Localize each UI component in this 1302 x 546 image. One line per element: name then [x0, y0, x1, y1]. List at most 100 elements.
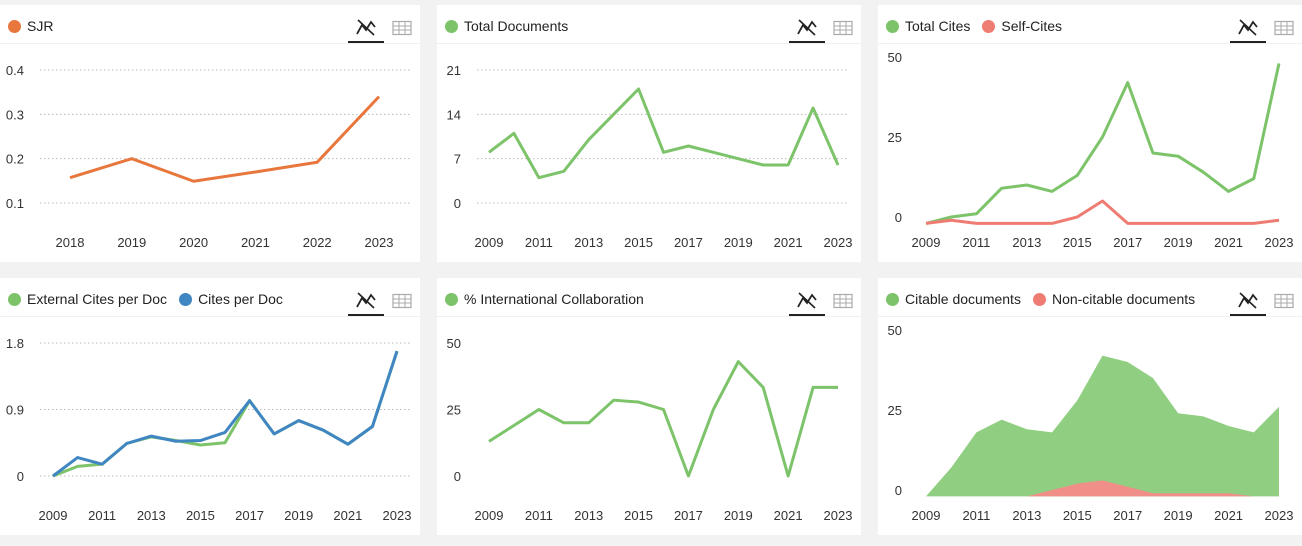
- legend-item[interactable]: Total Documents: [445, 18, 568, 34]
- y-tick-label: 7: [454, 152, 461, 167]
- legend-item[interactable]: Citable documents: [886, 291, 1021, 307]
- chart-plot: 0 25 50 2009 2011 2013 2015 2017 2019 2021 2023: [888, 50, 1294, 250]
- chart-view-button[interactable]: [348, 13, 384, 43]
- chart-panel-total-documents: Total Documents 0 7 14 21 2009 2011 2013 2015 201…: [437, 5, 861, 262]
- x-tick-label: 2021: [774, 235, 803, 250]
- line-series[interactable]: [488, 360, 838, 478]
- x-tick-label: 2021: [241, 235, 270, 250]
- x-tick-label: 2021: [1214, 508, 1243, 523]
- chart-plot: 0 7 14 21 2009 2011 2013 2015 2017 2019 2021 2023: [447, 63, 853, 250]
- chart-view-button[interactable]: [789, 13, 825, 43]
- x-tick-label: 2009: [912, 508, 941, 523]
- legend-item[interactable]: Cites per Doc: [179, 291, 283, 307]
- legend-dot: [445, 292, 458, 306]
- legend-label: Non-citable documents: [1051, 291, 1196, 307]
- x-tick-label: 2017: [1113, 508, 1142, 523]
- table-view-button[interactable]: [1270, 286, 1298, 316]
- y-tick-label: 0: [895, 210, 902, 225]
- x-tick-label: 2018: [56, 235, 85, 250]
- legend-dot: [886, 19, 899, 33]
- x-tick-label: 2009: [39, 508, 68, 523]
- y-tick-label: 14: [447, 107, 461, 122]
- table-grid-icon: [833, 20, 853, 36]
- chart-legend: Citable documents Non-citable documents: [886, 291, 1207, 307]
- legend-label: Citable documents: [905, 291, 1021, 307]
- chart-legend: Total Documents: [445, 18, 580, 34]
- table-grid-icon: [1274, 293, 1294, 309]
- panel-header: % International Collaboration: [437, 278, 861, 317]
- legend-item[interactable]: Non-citable documents: [1032, 291, 1196, 307]
- y-tick-label: 0.3: [6, 107, 24, 122]
- panel-header: Total Documents: [437, 5, 861, 44]
- table-grid-icon: [1274, 20, 1294, 36]
- x-tick-label: 2023: [824, 508, 853, 523]
- x-tick-label: 2023: [365, 235, 394, 250]
- legend-label: External Cites per Doc: [27, 291, 168, 307]
- area-series[interactable]: [926, 480, 1279, 497]
- chart-panel-sjr: SJR 0.1 0.2 0.3 0.4 2018 2019 2020 2021 2022 2023: [0, 5, 420, 262]
- x-tick-label: 2023: [824, 235, 853, 250]
- x-tick-label: 2013: [1012, 235, 1041, 250]
- panel-header: Citable documents Non-citable documents: [878, 278, 1302, 317]
- x-tick-label: 2013: [137, 508, 166, 523]
- chart-plot: 0 25 50 2009 2011 2013 2015 2017 2019 2021 2023: [888, 323, 1294, 523]
- x-tick-label: 2023: [383, 508, 412, 523]
- panel-header: External Cites per Doc Cites per Doc: [0, 278, 420, 317]
- table-view-button[interactable]: [829, 286, 857, 316]
- chart-view-button[interactable]: [348, 286, 384, 316]
- x-tick-label: 2011: [88, 508, 116, 523]
- table-view-button[interactable]: [388, 13, 416, 43]
- x-tick-label: 2015: [1063, 508, 1092, 523]
- y-tick-label: 0.2: [6, 152, 24, 167]
- legend-dot: [8, 19, 21, 33]
- legend-item[interactable]: % International Collaboration: [445, 291, 644, 307]
- chart-panel-total-cites: Total Cites Self-Cites 0 25 50 2009 2011 2013 20…: [878, 5, 1302, 262]
- x-tick-label: 2021: [774, 508, 803, 523]
- line-series[interactable]: [925, 63, 1281, 225]
- x-tick-label: 2017: [674, 508, 703, 523]
- legend-item[interactable]: Total Cites: [886, 18, 970, 34]
- legend-item[interactable]: SJR: [8, 18, 53, 34]
- legend-dot: [179, 292, 193, 306]
- legend-item[interactable]: Self-Cites: [982, 18, 1062, 34]
- y-tick-label: 0: [17, 469, 24, 484]
- x-tick-label: 2011: [525, 235, 553, 250]
- y-tick-label: 0.9: [6, 403, 24, 418]
- y-tick-label: 0: [895, 483, 902, 498]
- line-series[interactable]: [69, 95, 381, 183]
- x-tick-label: 2021: [333, 508, 362, 523]
- chart-plot: 0 25 50 2009 2011 2013 2015 2017 2019 2021 2023: [447, 336, 853, 523]
- x-tick-label: 2015: [624, 508, 653, 523]
- table-view-button[interactable]: [388, 286, 416, 316]
- y-tick-label: 25: [888, 130, 902, 145]
- x-tick-label: 2017: [235, 508, 264, 523]
- legend-item[interactable]: External Cites per Doc: [8, 291, 167, 307]
- x-tick-label: 2013: [574, 235, 603, 250]
- line-series[interactable]: [488, 87, 840, 180]
- line-chart-icon: [356, 19, 376, 36]
- chart-view-button[interactable]: [1230, 13, 1266, 43]
- chart-view-button[interactable]: [1230, 286, 1266, 316]
- line-series[interactable]: [925, 199, 1280, 225]
- y-tick-label: 50: [888, 323, 902, 338]
- legend-dot: [886, 292, 899, 306]
- line-series[interactable]: [52, 350, 399, 478]
- chart-view-button[interactable]: [789, 286, 825, 316]
- table-view-button[interactable]: [1270, 13, 1298, 43]
- chart-legend: Total Cites Self-Cites: [886, 18, 1074, 34]
- legend-label: Cites per Doc: [198, 291, 283, 307]
- x-tick-label: 2019: [724, 508, 753, 523]
- legend-label: SJR: [27, 18, 54, 34]
- table-view-button[interactable]: [829, 13, 857, 43]
- legend-dot: [445, 19, 458, 33]
- area-series[interactable]: [926, 355, 1279, 497]
- y-tick-label: 0.1: [6, 196, 24, 211]
- panel-header: SJR: [0, 5, 420, 44]
- line-series[interactable]: [52, 350, 399, 478]
- x-tick-label: 2020: [179, 235, 208, 250]
- line-chart-icon: [1238, 292, 1258, 309]
- y-tick-label: 0: [454, 196, 461, 211]
- chart-legend: External Cites per Doc Cites per Doc: [8, 291, 295, 307]
- table-grid-icon: [392, 20, 412, 36]
- y-tick-label: 50: [888, 50, 902, 65]
